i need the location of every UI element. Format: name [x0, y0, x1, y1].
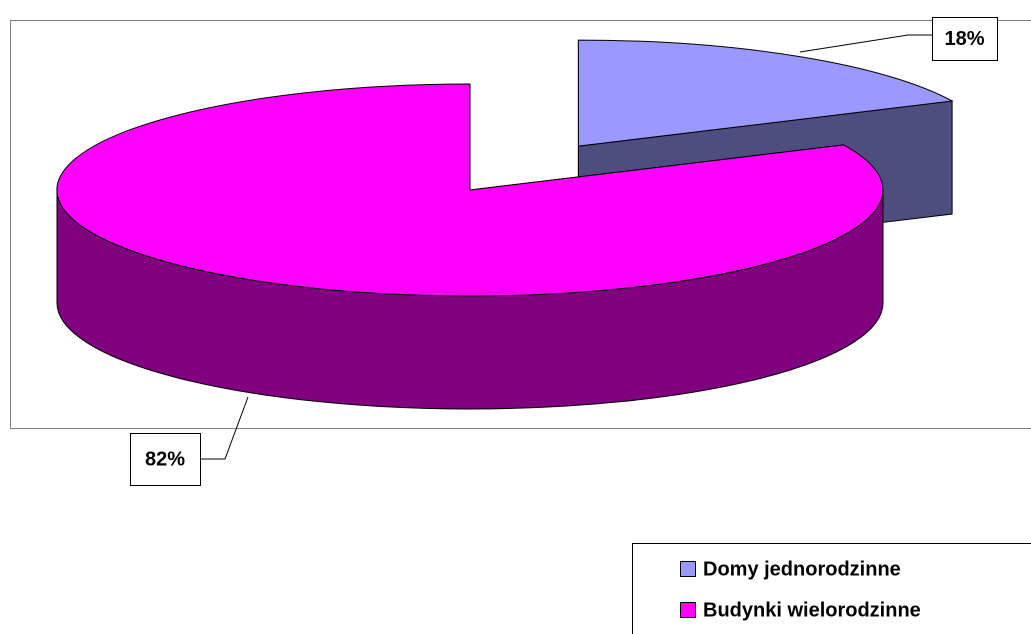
slice-top	[577, 39, 954, 147]
data-label: 82%	[145, 448, 185, 470]
data-label-box	[130, 433, 201, 486]
leader-line	[200, 396, 249, 460]
plot-frame	[10, 20, 1031, 429]
legend-box	[632, 543, 1031, 634]
legend-label: Domy jednorodzinne	[703, 558, 901, 580]
leader-line	[799, 34, 932, 53]
legend-swatch	[680, 561, 696, 577]
data-label-box	[932, 17, 998, 61]
data-label: 18%	[944, 28, 984, 50]
legend-label: Budynki wielorodzinne	[703, 599, 921, 621]
legend-swatch	[680, 602, 696, 618]
slice-top	[56, 83, 884, 297]
